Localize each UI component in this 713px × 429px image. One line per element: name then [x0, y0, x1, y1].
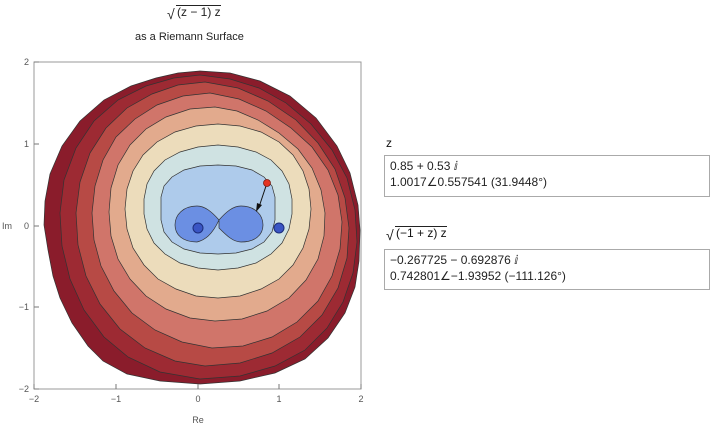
- title-formula: √ (z − 1) z: [167, 5, 221, 22]
- y-axis-ticks: 2 1 0 −1 −2 Im: [2, 57, 39, 394]
- x-tick-label: 2: [358, 394, 363, 404]
- x-tick-label: 1: [276, 394, 281, 404]
- y-tick-label: −1: [19, 302, 29, 312]
- f-rectangular-value: −0.267725 − 0.692876 ⅈ: [390, 253, 519, 267]
- y-tick-label: 1: [24, 139, 29, 149]
- branch-point-1: [273, 222, 285, 234]
- x-tick-label: −1: [111, 394, 121, 404]
- locator-arrow-head: [256, 203, 262, 212]
- y-axis-label: Im: [2, 221, 12, 231]
- sqrt-sign-icon: √: [167, 6, 175, 22]
- x-tick-label: −2: [29, 394, 39, 404]
- x-axis-label: Re: [192, 415, 204, 425]
- riemann-surface-plot[interactable]: −2 −1 0 1 2 Re 2 1 0 −1 −2 Im: [0, 0, 380, 429]
- sqrt-radical: √ (z − 1) z: [167, 5, 221, 22]
- f-label: √ (−1 + z) z: [386, 226, 447, 243]
- y-tick-label: 0: [24, 221, 29, 231]
- z-output-box: 0.85 + 0.53 ⅈ 1.0017∠0.557541 (31.9448°): [384, 155, 710, 197]
- sqrt-sign-icon: √: [386, 227, 394, 243]
- x-axis-ticks: −2 −1 0 1 2 Re: [29, 384, 364, 425]
- locator-arrow-line: [258, 182, 268, 208]
- y-tick-label: 2: [24, 57, 29, 67]
- z-polar-value: 1.0017∠0.557541 (31.9448°): [390, 175, 548, 189]
- x-tick-label: 0: [195, 394, 200, 404]
- sqrt-radical: √ (−1 + z) z: [386, 226, 447, 243]
- f-output-box: −0.267725 − 0.692876 ⅈ 0.742801∠−1.93952…: [384, 249, 710, 290]
- z-rectangular-value: 0.85 + 0.53 ⅈ: [390, 159, 458, 173]
- f-polar-value: 0.742801∠−1.93952 (−111.126°): [390, 269, 566, 283]
- y-tick-label: −2: [19, 384, 29, 394]
- contour-regions: [43, 70, 361, 385]
- z-label: z: [386, 136, 392, 150]
- locator-point[interactable]: [263, 179, 271, 187]
- branch-point-0: [192, 222, 204, 234]
- title-subtitle: as a Riemann Surface: [135, 31, 244, 43]
